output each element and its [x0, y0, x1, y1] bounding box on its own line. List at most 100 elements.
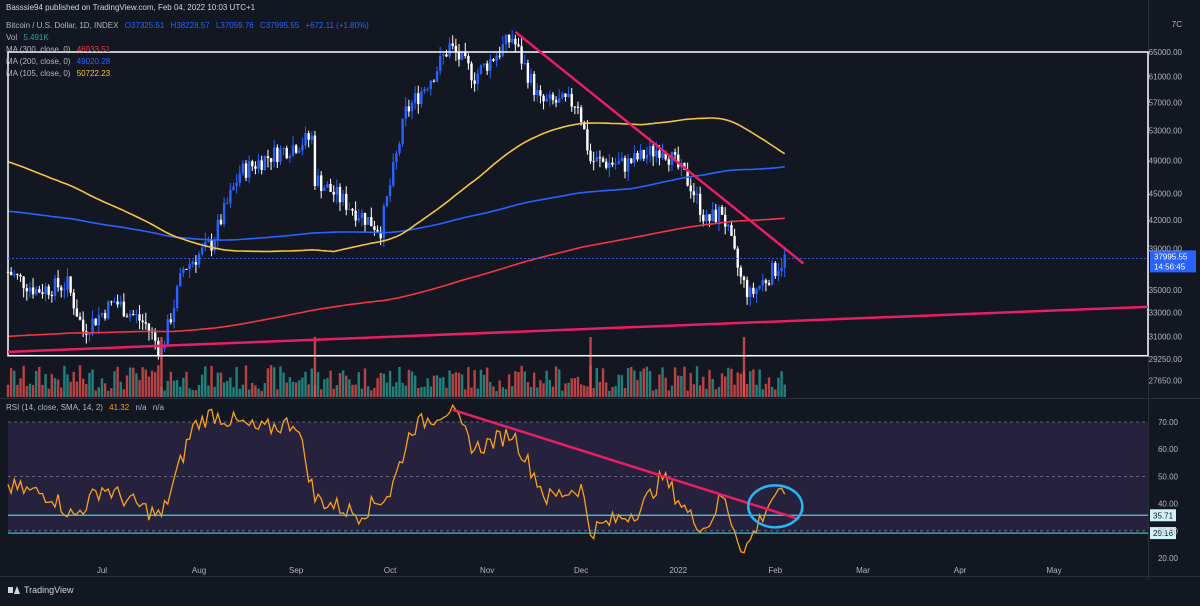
- candle-body: [733, 235, 736, 249]
- volume-bar: [536, 387, 539, 397]
- volume-bar: [229, 377, 232, 397]
- candle-body: [335, 186, 339, 195]
- volume-bar: [651, 390, 655, 397]
- volume-bar: [279, 366, 282, 397]
- high-value: H38228.57: [170, 21, 210, 30]
- volume-bar: [216, 372, 220, 397]
- volume-bar: [695, 366, 699, 397]
- time-tick-label: Apr: [954, 566, 967, 575]
- volume-bar: [172, 380, 176, 397]
- candle-body: [282, 148, 285, 150]
- volume-bar: [144, 369, 148, 397]
- volume-bar: [736, 372, 739, 397]
- volume-bar: [388, 370, 392, 397]
- volume-bar: [711, 378, 714, 397]
- volume-bar: [514, 371, 517, 397]
- publisher-text: Basssie94 published on TradingView.com, …: [6, 3, 256, 12]
- candle-body: [266, 156, 270, 159]
- volume-bar: [611, 387, 614, 397]
- volume-bar: [498, 380, 501, 397]
- volume-bar: [382, 373, 386, 397]
- candle-body: [316, 175, 320, 186]
- ma200-legend[interactable]: MA (200, close, 0) 49020.28: [6, 57, 110, 66]
- volume-bar: [69, 381, 72, 397]
- volume-bar: [222, 382, 226, 397]
- candle-body: [9, 271, 13, 275]
- candle-body: [341, 193, 345, 203]
- candle-body: [623, 157, 627, 172]
- candle-body: [520, 46, 523, 64]
- candle-body: [244, 163, 248, 178]
- ma300-legend[interactable]: MA (300, close, 0) 46933.51: [6, 45, 110, 54]
- candle-body: [28, 287, 32, 292]
- volume-bar: [288, 377, 292, 397]
- candle-body: [294, 145, 298, 153]
- low-value: L37059.76: [215, 21, 254, 30]
- volume-bar: [445, 387, 448, 397]
- candle-body: [583, 122, 586, 130]
- volume-bar: [410, 371, 414, 397]
- volume-bar: [110, 388, 113, 397]
- volume-bar: [554, 366, 558, 397]
- candle-body: [373, 226, 376, 230]
- candle-body: [279, 148, 282, 163]
- rsi-highlight-circle: [747, 484, 804, 529]
- volume-bar: [169, 371, 173, 397]
- volume-bar: [19, 378, 22, 397]
- candle-body: [489, 59, 492, 71]
- candle-body: [658, 150, 661, 158]
- volume-bar: [639, 371, 642, 397]
- volume-bar: [273, 367, 276, 397]
- volume-bar: [564, 383, 567, 397]
- volume-bar: [655, 389, 658, 397]
- candle-body: [147, 323, 151, 332]
- ma105-legend[interactable]: MA (105, close, 0) 50722.23: [6, 69, 110, 78]
- ma300-value: 46933.51: [76, 45, 111, 54]
- volume-bar: [175, 380, 179, 397]
- candle-body: [38, 289, 41, 293]
- rsi-level-tag: [1150, 527, 1176, 540]
- tradingview-brand[interactable]: TradingView: [8, 585, 74, 595]
- candle-body: [81, 319, 85, 332]
- candle-body: [345, 193, 348, 210]
- candle-body: [595, 157, 598, 162]
- candle-body: [783, 254, 786, 268]
- volume-bar: [254, 385, 257, 397]
- volume-bar: [191, 390, 194, 397]
- volume-bar: [692, 384, 696, 397]
- rsi-legend[interactable]: RSI (14, close, SMA, 14, 2) 41.32 n/a n/…: [6, 403, 164, 412]
- volume-bar: [539, 380, 542, 397]
- candle-body: [448, 43, 451, 57]
- volume-bar: [316, 372, 320, 397]
- candle-body: [476, 73, 479, 84]
- candle-body: [517, 44, 520, 47]
- candle-body: [395, 153, 398, 163]
- volume-bar: [683, 366, 686, 397]
- volume-bar: [354, 384, 357, 397]
- candle-body: [97, 315, 101, 326]
- volume-bar: [379, 372, 382, 397]
- volume-bar: [188, 388, 191, 397]
- volume-bar: [100, 378, 104, 397]
- candle-body: [72, 292, 75, 309]
- volume-bar: [630, 367, 633, 397]
- candle-body: [401, 118, 404, 145]
- volume-spike: [589, 337, 592, 397]
- volume-spike: [160, 337, 163, 397]
- volume-bar: [745, 383, 749, 397]
- candle-body: [351, 208, 354, 211]
- range-box: [7, 51, 1149, 357]
- candle-body: [598, 157, 602, 159]
- candle-body: [651, 146, 655, 157]
- candle-body: [705, 214, 708, 222]
- volume-bar: [620, 375, 624, 397]
- candle-body: [407, 106, 411, 112]
- volume-bar: [338, 373, 342, 397]
- candle-body: [742, 276, 746, 281]
- candle-body: [526, 62, 530, 83]
- volume-bar: [667, 390, 671, 397]
- candle-body: [485, 63, 489, 71]
- candle-body: [257, 160, 260, 169]
